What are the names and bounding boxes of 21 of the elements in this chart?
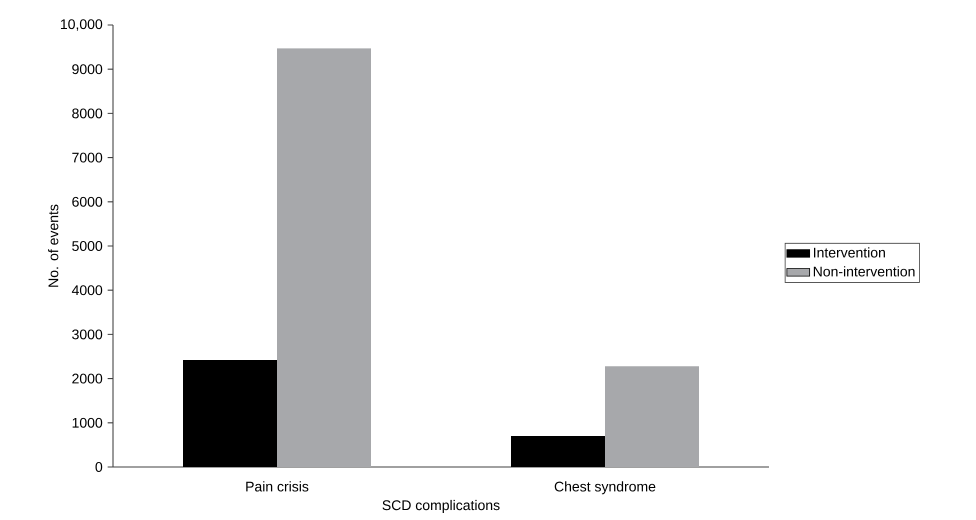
y-tick-label: 2000 [72,374,102,384]
y-tick-label: 7000 [72,152,102,163]
y-tick-label: 10,000 [60,19,102,31]
x-tick-label: Pain crisis [246,481,308,492]
y-axis-title: No. of events [48,204,58,287]
x-tick-label: Chest syndrome [554,481,656,494]
legend-label: Non-intervention [814,266,914,276]
y-tick-label: 1000 [72,418,102,428]
legend-label: Intervention [814,247,885,258]
y-tick-label: 9000 [72,64,102,74]
y-tick-label: 6000 [72,196,102,207]
y-tick-label: 4000 [72,285,102,296]
bar [510,436,605,467]
y-tick-label: 5000 [72,241,102,251]
y-tick-label: 3000 [72,329,102,340]
bar [183,360,278,467]
x-axis-title: SCD complications [382,500,500,513]
bar [277,48,372,467]
y-tick-label: 8000 [72,108,102,118]
bar [605,366,699,467]
y-tick-label: 0 [95,462,102,472]
